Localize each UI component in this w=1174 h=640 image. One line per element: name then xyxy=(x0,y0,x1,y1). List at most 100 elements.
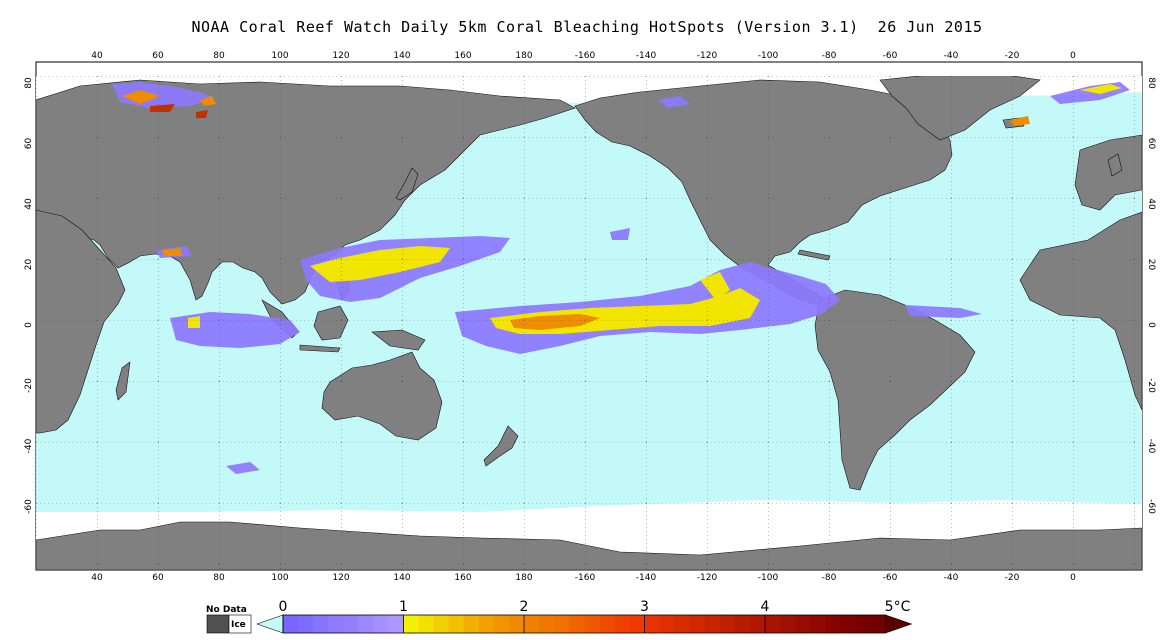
colorbar-cell xyxy=(584,615,600,633)
colorbar-cell xyxy=(614,615,630,633)
colorbar-cell xyxy=(840,615,856,633)
colorbar-cell xyxy=(298,615,314,633)
colorbar-cell xyxy=(749,615,766,633)
top-lon-tick: 80 xyxy=(213,51,225,61)
bottom-lon-tick: 100 xyxy=(271,573,288,583)
colorbar-cell xyxy=(689,615,706,633)
colorbar-cell xyxy=(328,615,344,633)
colorbar-cell xyxy=(539,615,555,633)
left-lat-tick: -20 xyxy=(24,378,34,393)
left-lat-tick: 60 xyxy=(24,138,34,150)
colorbar-border xyxy=(282,614,886,634)
colorbar-cell xyxy=(870,615,886,633)
bottom-lon-tick: 0 xyxy=(1070,573,1076,583)
colorbar-cell xyxy=(719,615,736,633)
ice-label: Ice xyxy=(231,620,246,630)
top-lon-tick: 0 xyxy=(1070,51,1076,61)
colorbar-ramp xyxy=(256,614,913,634)
top-lon-tick: -40 xyxy=(944,51,959,61)
top-lon-tick: -120 xyxy=(697,51,718,61)
longitude-labels-top: 40 60 80 100 120 140 160 180 -160 -140 -120 -100 -80… xyxy=(91,51,1076,61)
colorbar-cell xyxy=(493,615,510,633)
top-lon-tick: -160 xyxy=(575,51,596,61)
right-lat-tick: 60 xyxy=(1146,138,1156,150)
colorbar-cell xyxy=(629,615,645,633)
bottom-lon-tick: -120 xyxy=(697,573,718,583)
bottom-lon-tick: -60 xyxy=(883,573,898,583)
left-lat-tick: 0 xyxy=(24,322,34,328)
bottom-lon-tick: 120 xyxy=(332,573,349,583)
colorbar-cell xyxy=(810,615,826,633)
bottom-lon-tick: 80 xyxy=(213,573,225,583)
bottom-lon-tick: -140 xyxy=(636,573,657,583)
colorbar: No Data Ice 0 1 2 3 4 5°C xyxy=(206,599,913,634)
colorbar-cell xyxy=(283,615,299,633)
colorbar-cell xyxy=(373,615,389,633)
colorbar-low-arrow xyxy=(256,614,284,634)
colorbar-cell xyxy=(599,615,615,633)
bottom-lon-tick: 40 xyxy=(91,573,103,583)
right-lat-tick: 20 xyxy=(1146,259,1156,271)
left-lat-tick: 20 xyxy=(24,259,34,271)
left-lat-tick: -40 xyxy=(24,438,34,453)
latitude-labels-left: 80 60 40 20 0 -20 -40 -60 xyxy=(24,77,34,514)
bottom-lon-tick: -100 xyxy=(758,573,779,583)
colorbar-cell xyxy=(433,615,450,633)
bottom-lon-tick: 60 xyxy=(152,573,164,583)
top-lon-tick: 160 xyxy=(454,51,471,61)
top-lon-tick: 60 xyxy=(152,51,164,61)
colorbar-cell xyxy=(313,615,329,633)
right-lat-tick: 0 xyxy=(1146,322,1156,328)
right-lat-tick: 80 xyxy=(1146,77,1156,89)
colorbar-tick-label: 0 xyxy=(279,599,288,615)
colorbar-cell xyxy=(403,615,420,633)
bottom-lon-tick: -20 xyxy=(1005,573,1020,583)
colorbar-cell xyxy=(463,615,480,633)
bottom-lon-tick: 180 xyxy=(515,573,532,583)
top-lon-tick: 120 xyxy=(332,51,349,61)
top-lon-tick: 100 xyxy=(271,51,288,61)
longitude-labels-bottom: 40 60 80 100 120 140 160 180 -160 -140 -120 -100 -80… xyxy=(91,573,1076,583)
top-lon-tick: -20 xyxy=(1005,51,1020,61)
top-lon-tick: 40 xyxy=(91,51,103,61)
colorbar-tick-label: 4 xyxy=(761,599,770,615)
ice-swatch xyxy=(228,614,252,634)
left-lat-tick: 80 xyxy=(24,77,34,89)
top-lon-tick: -100 xyxy=(758,51,779,61)
colorbar-cell xyxy=(418,615,435,633)
colorbar-cell xyxy=(569,615,585,633)
colorbar-cell xyxy=(704,615,721,633)
right-lat-tick: 40 xyxy=(1146,198,1156,210)
colorbar-cell xyxy=(855,615,871,633)
colorbar-cell xyxy=(554,615,570,633)
graticule xyxy=(36,76,1142,570)
colorbar-cell xyxy=(644,615,661,633)
top-lon-tick: 180 xyxy=(515,51,532,61)
bottom-lon-tick: 140 xyxy=(393,573,410,583)
colorbar-cell xyxy=(659,615,676,633)
map-title: NOAA Coral Reef Watch Daily 5km Coral Bl… xyxy=(191,18,983,36)
bottom-lon-tick: -160 xyxy=(575,573,596,583)
no-data-swatch xyxy=(206,614,230,634)
no-data-label: No Data xyxy=(206,605,247,615)
latitude-labels-right: 80 60 40 20 0 -20 -40 -60 xyxy=(1146,77,1156,514)
colorbar-cell xyxy=(478,615,495,633)
top-lon-tick: -80 xyxy=(822,51,837,61)
colorbar-cell xyxy=(825,615,841,633)
colorbar-cell xyxy=(358,615,374,633)
top-lon-tick: -140 xyxy=(636,51,657,61)
right-lat-tick: -40 xyxy=(1146,439,1156,454)
colorbar-cell xyxy=(765,615,781,633)
colorbar-cell xyxy=(388,615,404,633)
bottom-lon-tick: -40 xyxy=(944,573,959,583)
colorbar-cell xyxy=(508,615,525,633)
bottom-lon-tick: -80 xyxy=(822,573,837,583)
right-lat-tick: -20 xyxy=(1146,378,1156,393)
colorbar-cell xyxy=(448,615,465,633)
left-lat-tick: -60 xyxy=(24,499,34,514)
right-lat-tick: -60 xyxy=(1146,499,1156,514)
colorbar-tick-label: 2 xyxy=(520,599,529,615)
colorbar-tick-label: 5°C xyxy=(885,599,911,615)
colorbar-tick-label: 3 xyxy=(640,599,649,615)
